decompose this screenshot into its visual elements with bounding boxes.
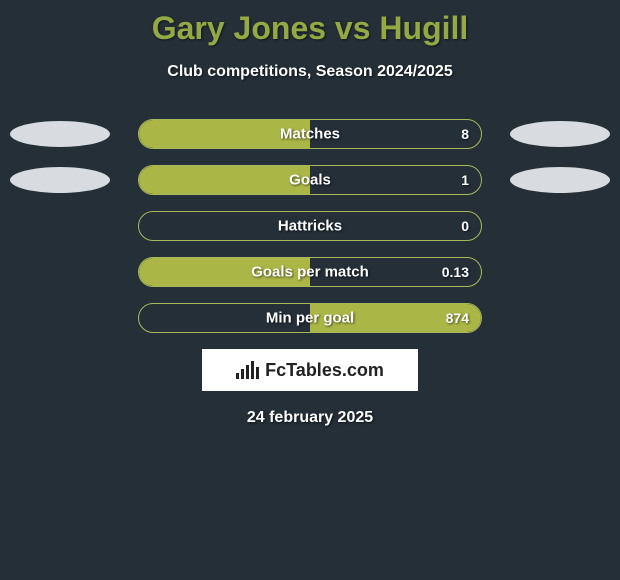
logo-bar-segment [251,361,254,379]
stat-label: Hattricks [278,218,342,235]
stat-row: Min per goal 874 [0,303,620,335]
player-left-marker [10,121,110,147]
player-right-marker [510,167,610,193]
stat-value-right: 0 [461,218,469,234]
footer-date: 24 february 2025 [0,409,620,427]
page-title: Gary Jones vs Hugill [0,0,620,47]
logo-bar-segment [236,373,239,379]
stat-label: Goals [289,172,331,189]
player-left-marker [10,167,110,193]
stat-label: Goals per match [251,264,369,281]
logo-box: FcTables.com [202,349,418,391]
stat-row: Matches 8 [0,119,620,151]
logo-bar-segment [246,365,249,379]
stat-value-right: 0.13 [442,264,469,280]
stat-bar-track: Hattricks 0 [138,211,482,241]
logo: FcTables.com [236,360,384,381]
logo-bars-icon [236,361,259,379]
stat-row: Goals 1 [0,165,620,197]
page-subtitle: Club competitions, Season 2024/2025 [0,63,620,81]
stat-label: Matches [280,126,340,143]
stat-label: Min per goal [266,310,354,327]
player-right-marker [510,121,610,147]
stat-bar-track: Goals per match 0.13 [138,257,482,287]
logo-bar-segment [241,369,244,379]
stat-bar-track: Goals 1 [138,165,482,195]
stat-bar-track: Min per goal 874 [138,303,482,333]
stat-row: Hattricks 0 [0,211,620,243]
stats-container: Matches 8 Goals 1 Hattricks 0 Goals per match 0… [0,119,620,335]
stat-row: Goals per match 0.13 [0,257,620,289]
stat-value-right: 8 [461,126,469,142]
stat-bar-track: Matches 8 [138,119,482,149]
stat-value-right: 1 [461,172,469,188]
logo-bar-segment [256,367,259,379]
logo-text: FcTables.com [265,360,384,381]
stat-value-right: 874 [446,310,469,326]
stat-bar-fill-left [139,166,310,194]
